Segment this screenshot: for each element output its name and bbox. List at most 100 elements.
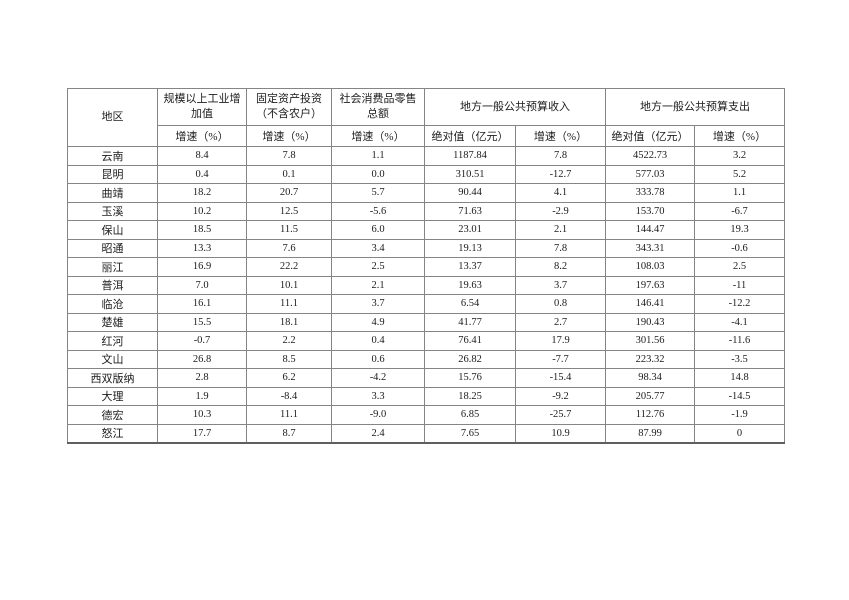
value-cell: 8.4 [157, 146, 247, 166]
value-cell: 1.9 [157, 386, 247, 406]
header-group-title-line: 地方一般公共预算支出 [640, 100, 750, 113]
table-row: 德宏 10.3 11.1 -9.0 6.85 -25.7 112.76 -1.9 [67, 405, 785, 425]
region-cell: 昭通 [67, 238, 158, 258]
header-row-main: 地区 规模以上工业增 加值 固定资产投资 （不含农户） 社会消费品零售 总额 地方一般公共预… [67, 88, 785, 147]
value-cell: 7.6 [246, 238, 332, 258]
value-cell: 205.77 [605, 386, 695, 406]
value-cell: 19.13 [424, 238, 516, 258]
header-subcolumn: 增速（%） [515, 125, 606, 147]
table-row: 普洱 7.0 10.1 2.1 19.63 3.7 197.63 -11 [67, 275, 785, 295]
header-subcolumn: 绝对值（亿元） [424, 125, 516, 147]
value-cell: -5.6 [331, 201, 425, 221]
table-row: 文山 26.8 8.5 0.6 26.82 -7.7 223.32 -3.5 [67, 349, 785, 369]
table-row: 楚雄 15.5 18.1 4.9 41.77 2.7 190.43 -4.1 [67, 312, 785, 332]
value-cell: 2.1 [331, 275, 425, 295]
value-cell: 0.0 [331, 164, 425, 184]
table-row: 保山 18.5 11.5 6.0 23.01 2.1 144.47 19.3 [67, 220, 785, 240]
region-cell: 曲靖 [67, 183, 158, 203]
header-group-title-line: 地方一般公共预算收入 [460, 100, 570, 113]
header-group-1: 固定资产投资 （不含农户） [246, 88, 332, 126]
region-cell: 西双版纳 [67, 368, 158, 388]
value-cell: 5.2 [694, 164, 785, 184]
value-cell: 20.7 [246, 183, 332, 203]
value-cell: 8.7 [246, 423, 332, 444]
value-cell: 8.2 [515, 257, 606, 277]
value-cell: 19.3 [694, 220, 785, 240]
value-cell: 2.5 [331, 257, 425, 277]
table-row: 丽江 16.9 22.2 2.5 13.37 8.2 108.03 2.5 [67, 257, 785, 277]
value-cell: 223.32 [605, 349, 695, 369]
value-cell: 190.43 [605, 312, 695, 332]
value-cell: 301.56 [605, 331, 695, 351]
value-cell: 0.4 [157, 164, 247, 184]
value-cell: 10.3 [157, 405, 247, 425]
value-cell: 15.5 [157, 312, 247, 332]
value-cell: 7.8 [515, 238, 606, 258]
header-region: 地区 [67, 88, 158, 147]
value-cell: -9.0 [331, 405, 425, 425]
value-cell: 11.1 [246, 294, 332, 314]
value-cell: -0.7 [157, 331, 247, 351]
header-group-4: 地方一般公共预算支出 [605, 88, 785, 126]
value-cell: -8.4 [246, 386, 332, 406]
value-cell: 17.7 [157, 423, 247, 444]
value-cell: 10.2 [157, 201, 247, 221]
region-cell: 云南 [67, 146, 158, 166]
value-cell: 16.9 [157, 257, 247, 277]
value-cell: 3.7 [331, 294, 425, 314]
header-group-title-line: 总额 [367, 108, 389, 120]
header-group-title-line: 固定资产投资 [256, 93, 322, 105]
value-cell: 108.03 [605, 257, 695, 277]
value-cell: 7.65 [424, 423, 516, 444]
value-cell: 2.7 [515, 312, 606, 332]
value-cell: 13.3 [157, 238, 247, 258]
table-row: 云南 8.4 7.8 1.1 1187.84 7.8 4522.73 3.2 [67, 146, 785, 166]
value-cell: 18.2 [157, 183, 247, 203]
table-body: 云南 8.4 7.8 1.1 1187.84 7.8 4522.73 3.2 昆明 0.4 0.1 0… [67, 146, 785, 444]
value-cell: -12.7 [515, 164, 606, 184]
table-row: 曲靖 18.2 20.7 5.7 90.44 4.1 333.78 1.1 [67, 183, 785, 203]
value-cell: 10.1 [246, 275, 332, 295]
value-cell: 2.2 [246, 331, 332, 351]
value-cell: -9.2 [515, 386, 606, 406]
value-cell: 4.1 [515, 183, 606, 203]
value-cell: 2.5 [694, 257, 785, 277]
value-cell: 0.4 [331, 331, 425, 351]
header-group-title-line: （不含农户） [256, 108, 322, 120]
table-header: 地区 规模以上工业增 加值 固定资产投资 （不含农户） 社会消费品零售 总额 地方一般公共预… [67, 88, 785, 147]
value-cell: 18.5 [157, 220, 247, 240]
region-cell: 昆明 [67, 164, 158, 184]
table-row: 大理 1.9 -8.4 3.3 18.25 -9.2 205.77 -14.5 [67, 386, 785, 406]
value-cell: -2.9 [515, 201, 606, 221]
value-cell: 3.4 [331, 238, 425, 258]
region-cell: 红河 [67, 331, 158, 351]
value-cell: -12.2 [694, 294, 785, 314]
header-subcolumn: 增速（%） [157, 125, 247, 147]
value-cell: 6.54 [424, 294, 516, 314]
header-subcolumn: 增速（%） [331, 125, 425, 147]
value-cell: 343.31 [605, 238, 695, 258]
value-cell: 1187.84 [424, 146, 516, 166]
region-cell: 德宏 [67, 405, 158, 425]
value-cell: -1.9 [694, 405, 785, 425]
value-cell: 4522.73 [605, 146, 695, 166]
value-cell: -25.7 [515, 405, 606, 425]
value-cell: 310.51 [424, 164, 516, 184]
value-cell: -4.1 [694, 312, 785, 332]
value-cell: 6.85 [424, 405, 516, 425]
value-cell: 4.9 [331, 312, 425, 332]
table-row: 红河 -0.7 2.2 0.4 76.41 17.9 301.56 -11.6 [67, 331, 785, 351]
value-cell: 3.3 [331, 386, 425, 406]
header-group-3: 地方一般公共预算收入 [424, 88, 606, 126]
value-cell: 1.1 [331, 146, 425, 166]
value-cell: 2.1 [515, 220, 606, 240]
value-cell: 2.4 [331, 423, 425, 444]
value-cell: 5.7 [331, 183, 425, 203]
value-cell: 90.44 [424, 183, 516, 203]
value-cell: 41.77 [424, 312, 516, 332]
value-cell: 0.1 [246, 164, 332, 184]
value-cell: 6.0 [331, 220, 425, 240]
header-group-title-line: 规模以上工业增 [163, 93, 241, 105]
region-cell: 楚雄 [67, 312, 158, 332]
table-row: 西双版纳 2.8 6.2 -4.2 15.76 -15.4 98.34 14.8 [67, 368, 785, 388]
